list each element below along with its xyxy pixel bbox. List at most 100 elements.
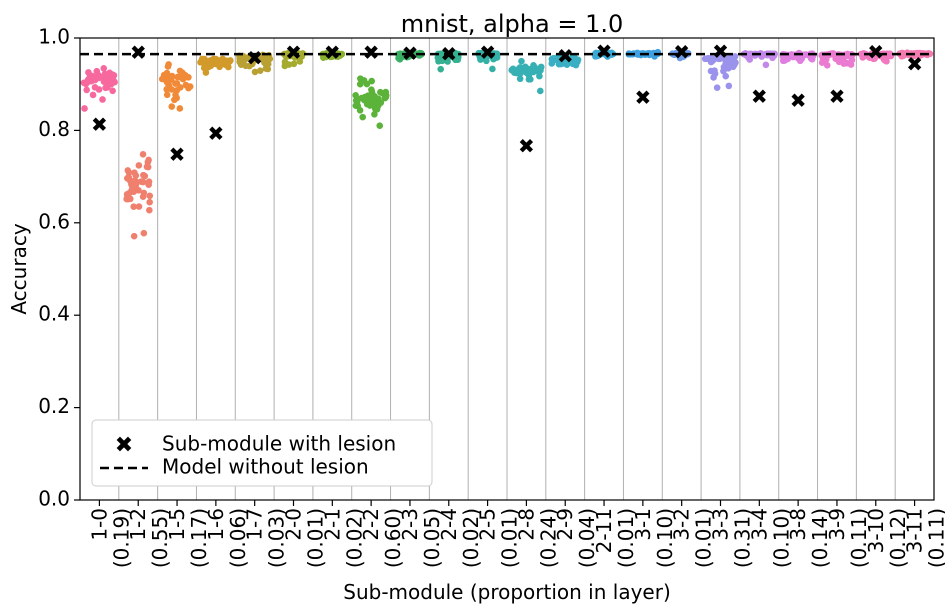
data-point — [131, 169, 138, 177]
data-point — [145, 181, 152, 189]
x-tick-label: 2-3 — [398, 508, 422, 541]
data-point — [518, 57, 525, 65]
data-point — [139, 193, 147, 200]
data-point — [146, 198, 153, 206]
data-point — [176, 105, 184, 112]
data-point — [525, 76, 533, 83]
data-point — [725, 65, 732, 72]
data-point — [366, 95, 374, 102]
legend: ✖ Sub-module with lesion Model without l… — [91, 419, 433, 487]
data-point — [130, 203, 137, 211]
y-tick-label: 0.2 — [38, 394, 70, 418]
data-point — [411, 50, 418, 58]
x-tick-label: 3-4 — [747, 508, 771, 541]
x-tick-proportion: (0.11) — [847, 508, 871, 568]
x-tick-label: 2-5 — [476, 508, 500, 541]
data-point — [163, 78, 171, 86]
data-point — [89, 91, 97, 99]
x-tick-proportion: (0.17) — [187, 508, 211, 568]
data-point — [139, 178, 147, 186]
data-point — [746, 56, 753, 63]
data-point — [176, 67, 184, 75]
data-point — [840, 55, 847, 63]
x-tick-proportion: (0.60) — [381, 508, 405, 568]
x-tick-label: 1-5 — [165, 508, 189, 541]
lesion-marker: ✖ — [829, 85, 846, 109]
data-point — [290, 60, 298, 68]
x-tick-label: 3-2 — [670, 508, 694, 541]
x-tick-label: 1-6 — [204, 508, 228, 541]
data-point — [253, 54, 260, 62]
x-tick-label: 3-11 — [903, 508, 927, 553]
data-point — [186, 83, 194, 90]
data-point — [762, 61, 770, 69]
data-point — [285, 61, 293, 68]
data-point — [95, 86, 103, 93]
x-tick-label: 1-0 — [87, 508, 111, 541]
chart-title: mnist, alpha = 1.0 — [401, 10, 624, 38]
data-point — [100, 65, 108, 72]
data-point — [713, 84, 721, 92]
data-point — [437, 65, 444, 73]
x-tick-label: 1-7 — [243, 508, 267, 541]
data-point — [711, 70, 719, 78]
data-point — [513, 69, 520, 77]
x-tick-proportion: (0.06) — [226, 508, 250, 568]
plot-area: ✖ ✖ ✖ ✖ ✖ ✖ ✖ ✖ ✖ ✖ ✖ ✖ ✖ ✖ ✖ ✖ ✖ ✖ ✖ ✖ ✖ ✖ 0.0 0.2 0.4 0.6 0.8 1.0… — [38, 25, 945, 569]
x-tick-label: 2-1 — [320, 508, 344, 541]
data-point — [109, 87, 116, 95]
lesion-marker: ✖ — [557, 44, 574, 68]
data-point — [548, 60, 556, 67]
lesion-marker: ✖ — [790, 88, 807, 112]
data-point — [251, 68, 259, 76]
lesion-marker: ✖ — [169, 142, 186, 166]
y-tick-label: 0.8 — [38, 117, 70, 141]
data-point — [674, 50, 682, 58]
data-point — [146, 192, 154, 200]
data-point — [124, 167, 132, 174]
data-point — [728, 54, 735, 61]
data-point — [537, 87, 544, 95]
x-tick-label: 2-0 — [282, 508, 306, 541]
data-point — [93, 67, 101, 75]
data-point — [135, 162, 143, 169]
data-point — [173, 94, 180, 102]
data-point — [168, 103, 176, 110]
data-point — [97, 73, 105, 81]
data-point — [353, 98, 361, 106]
data-point — [570, 56, 577, 63]
lesion-marker: ✖ — [402, 42, 419, 66]
data-point — [181, 73, 189, 81]
y-tick-label: 0.4 — [38, 302, 70, 326]
data-point — [106, 69, 113, 77]
data-point — [371, 111, 378, 118]
data-point — [483, 57, 490, 65]
x-tick-label: 2-11 — [592, 508, 616, 553]
data-point — [164, 63, 172, 70]
data-point — [725, 82, 733, 90]
data-point — [206, 57, 214, 64]
lesion-marker: ✖ — [673, 40, 690, 64]
data-point — [489, 65, 496, 73]
data-point — [237, 61, 245, 69]
x-tick-proportion: (0.55) — [148, 508, 172, 568]
data-point — [222, 57, 230, 65]
x-tick-label: 3-9 — [825, 508, 849, 541]
legend-baseline-label: Model without lesion — [162, 455, 369, 479]
data-point — [225, 63, 232, 71]
lesion-marker: ✖ — [246, 46, 263, 70]
data-point — [493, 51, 501, 58]
legend-lesion-marker: ✖ — [115, 433, 133, 458]
y-tick-label: 0.0 — [38, 487, 70, 511]
x-tick-proportion: (0.02) — [459, 508, 483, 568]
x-tick-proportion: (0.01) — [498, 508, 522, 568]
data-point — [91, 73, 99, 81]
x-tick-label: 3-3 — [709, 508, 733, 541]
x-tick-proportion: (0.01) — [304, 508, 328, 568]
lesion-marker: ✖ — [130, 41, 147, 65]
data-point — [371, 100, 379, 107]
data-point — [130, 188, 138, 196]
x-tick-label: 3-8 — [786, 508, 810, 541]
legend-lesion-label: Sub-module with lesion — [162, 432, 396, 456]
data-point — [124, 195, 132, 203]
